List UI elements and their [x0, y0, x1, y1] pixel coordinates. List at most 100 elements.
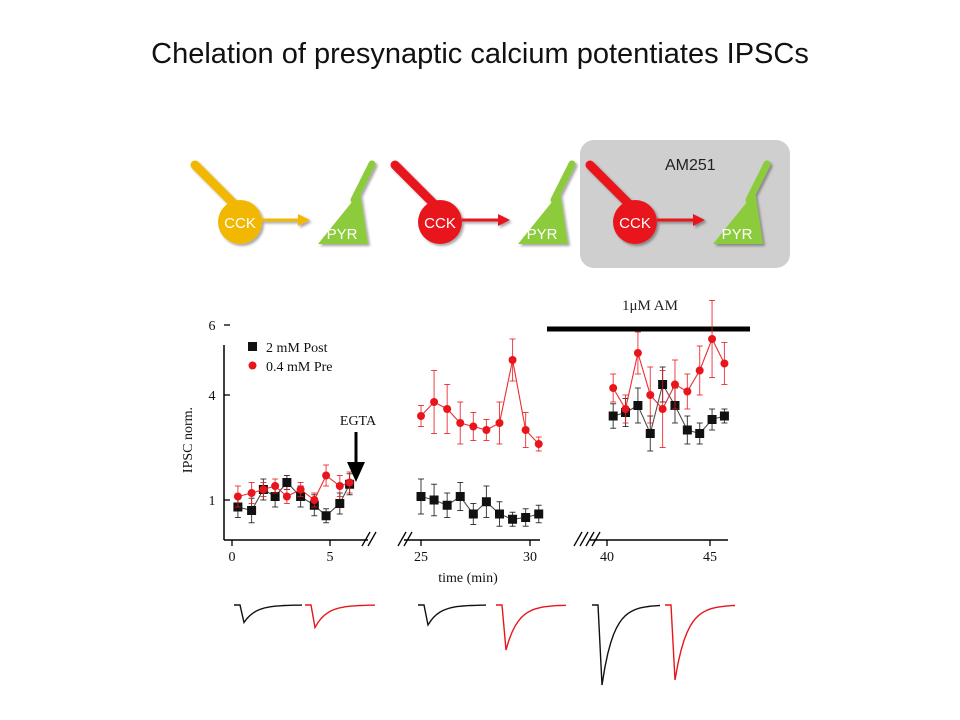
data-point-square	[335, 499, 345, 508]
data-point-square	[282, 478, 292, 487]
data-point-circle	[621, 405, 630, 413]
trace-pre	[496, 604, 567, 651]
cck-cell	[418, 200, 462, 244]
axis-break-mark	[573, 531, 583, 547]
data-point-circle	[469, 422, 478, 431]
data-point-circle	[482, 426, 491, 434]
data-point-circle	[443, 405, 452, 413]
series-pre	[233, 300, 729, 508]
legend-label: 2 mM Post	[266, 341, 328, 356]
axis-break-mark	[361, 531, 371, 547]
cck-label: CCK	[424, 215, 456, 232]
trace-post	[592, 604, 661, 686]
data-point-circle	[508, 356, 517, 364]
schematic-panel: CCK PYR	[390, 160, 576, 244]
synapse-arrowhead	[693, 214, 705, 226]
pyr-cell	[713, 192, 763, 244]
series-post	[233, 366, 729, 527]
x-tick-label: 45	[703, 550, 717, 565]
data-point-square	[321, 511, 331, 521]
series-line	[237, 474, 350, 501]
data-point-circle	[296, 485, 305, 494]
am251-label: AM251	[665, 157, 716, 174]
schematic-panel: CCK PYR	[190, 160, 376, 244]
drug-application-bar: 1μM AM	[547, 298, 750, 332]
axis-break-mark	[397, 531, 407, 547]
data-point-square	[521, 513, 531, 522]
data-point-circle	[495, 419, 504, 427]
axis-break-mark	[579, 531, 589, 547]
ipsc-chart: 1 4 6 0 5 25 30 40 45 2 mM Post 0.4 mM Pre EGTA I…	[181, 300, 729, 586]
legend-swatch-square	[248, 342, 257, 351]
data-point-circle	[658, 405, 667, 413]
pyr-dendrite	[550, 160, 576, 204]
pyr-label: PYR	[527, 226, 558, 243]
data-point-circle	[456, 419, 465, 427]
data-point-square	[695, 429, 705, 438]
y-tick-label: 6	[209, 319, 216, 334]
legend-swatch-circle	[248, 361, 257, 370]
data-point-square	[682, 425, 692, 435]
data-point-circle	[708, 335, 717, 343]
data-point-square	[270, 492, 280, 501]
data-point-square	[494, 509, 504, 519]
pyr-cell	[318, 192, 368, 244]
data-point-square	[455, 492, 465, 501]
pyr-cell	[518, 192, 568, 244]
data-point-circle	[430, 398, 439, 406]
x-tick-label: 25	[414, 550, 428, 565]
chart-legend: 2 mM Post 0.4 mM Pre	[248, 341, 333, 375]
data-point-circle	[345, 478, 354, 487]
synapse-arrowhead	[498, 214, 510, 226]
trace-post	[234, 604, 303, 625]
data-point-circle	[335, 482, 344, 490]
drug-bar-label: 1μM AM	[622, 298, 678, 314]
data-point-circle	[695, 366, 704, 375]
data-point-square	[719, 411, 729, 421]
data-point-square	[508, 514, 518, 524]
x-tick-label: 0	[229, 550, 236, 565]
data-point-square	[442, 500, 452, 510]
data-point-circle	[233, 492, 242, 501]
trace-post	[418, 604, 487, 627]
cck-cell	[613, 200, 657, 244]
cck-axon	[390, 160, 440, 210]
data-point-circle	[271, 482, 280, 490]
data-point-circle	[247, 489, 256, 497]
data-point-circle	[282, 492, 291, 501]
cck-label: CCK	[619, 215, 651, 232]
x-axis-label: time (min)	[438, 571, 498, 586]
synapse-arrowhead	[298, 214, 310, 226]
cck-axon	[190, 160, 240, 210]
data-point-square	[534, 509, 544, 519]
egta-arrow-head	[347, 462, 365, 482]
pyr-label: PYR	[722, 226, 753, 243]
series-line	[420, 359, 540, 445]
pyr-dendrite	[350, 160, 376, 204]
series-line	[612, 337, 725, 411]
data-point-square	[468, 509, 478, 519]
data-point-circle	[609, 384, 618, 392]
egta-label: EGTA	[340, 414, 377, 429]
data-point-square	[247, 506, 257, 515]
trace-pre	[305, 604, 375, 630]
data-point-circle	[310, 496, 319, 504]
data-point-square	[481, 497, 491, 507]
axis-break-mark	[403, 531, 413, 547]
y-axis-label: IPSC norm.	[181, 407, 196, 473]
data-point-circle	[683, 387, 692, 396]
data-point-square	[429, 495, 439, 505]
schematic-panel: CCK PYR	[585, 160, 771, 244]
data-point-square	[416, 492, 426, 501]
x-tick-label: 40	[600, 550, 614, 565]
series-line	[613, 383, 725, 436]
axis-break-mark	[591, 531, 601, 547]
data-point-square	[645, 429, 655, 438]
data-point-circle	[646, 391, 655, 399]
data-point-circle	[322, 471, 331, 480]
series-line	[420, 495, 539, 520]
data-point-circle	[417, 412, 425, 420]
data-point-circle	[534, 440, 543, 448]
data-point-square	[633, 401, 643, 410]
